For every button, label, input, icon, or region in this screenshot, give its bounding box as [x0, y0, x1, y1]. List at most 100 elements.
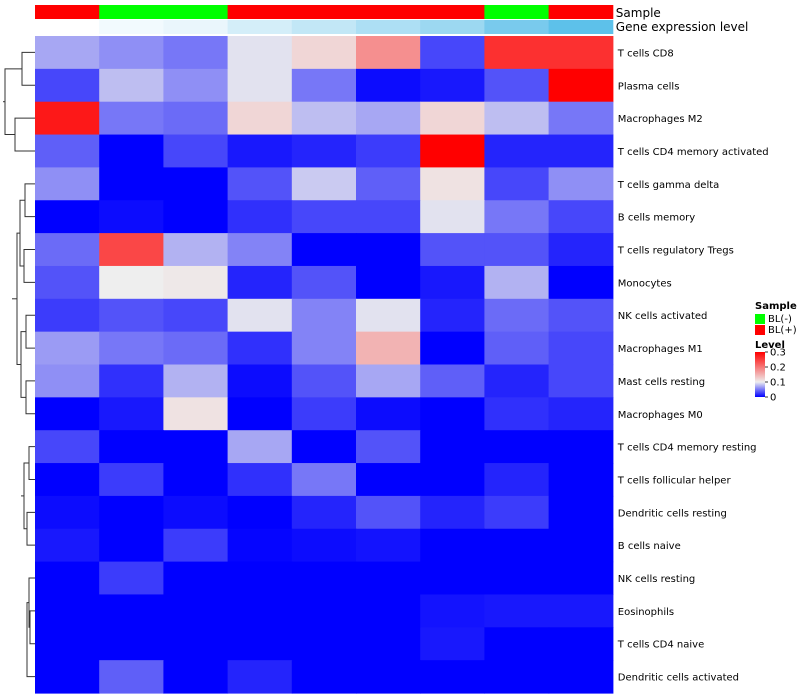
heatmap-cell [356, 265, 421, 300]
heatmap-cell [356, 660, 421, 694]
heatmap-cell [99, 397, 164, 431]
legend-sample-label: BL(+) [768, 325, 797, 336]
heatmap-cell [99, 200, 164, 234]
heatmap-cell [35, 134, 100, 168]
heatmap-cell [291, 463, 357, 497]
heatmap-cell [163, 200, 229, 234]
heatmap-cell [484, 101, 550, 136]
heatmap-cell [420, 364, 485, 398]
legend-sample-items: BL(-)BL(+) [755, 314, 797, 336]
heatmap-cell [163, 364, 229, 398]
legend-sample-swatch [755, 314, 765, 324]
legend-tick-label: 0.1 [770, 378, 786, 389]
heatmap-cell [420, 298, 485, 333]
heatmap-cell [548, 36, 614, 70]
heatmap-cell [484, 298, 550, 333]
heatmap-cell [356, 36, 421, 70]
row-label: Dendritic cells resting [618, 508, 727, 519]
heatmap-cell [163, 167, 229, 201]
dendrogram-branch [24, 183, 35, 218]
heatmap-cell [356, 463, 421, 497]
sample-annotation-cell [99, 5, 164, 19]
heatmap-cell [548, 561, 614, 596]
expression-annotation-cell [163, 20, 229, 34]
heatmap-cell [548, 397, 614, 431]
heatmap-cell [291, 660, 357, 694]
heatmap-cell [291, 528, 357, 563]
heatmap-cell [227, 36, 293, 70]
heatmap-cell [291, 68, 357, 103]
heatmap-cell [99, 265, 164, 300]
legend-level-gradient [755, 352, 765, 397]
row-label: Macrophages M0 [618, 410, 703, 421]
heatmap-cell [35, 627, 100, 661]
heatmap-cell [99, 594, 164, 628]
heatmap-cell [99, 331, 164, 366]
heatmap-cell [163, 660, 229, 694]
heatmap-cell [548, 463, 614, 497]
row-dendrogram [3, 51, 35, 678]
heatmap-cell [356, 233, 421, 267]
heatmap-cell [356, 397, 421, 431]
heatmap-cell [356, 561, 421, 596]
heatmap-cell [291, 397, 357, 431]
heatmap-cell [291, 331, 357, 366]
heatmap-cell [99, 430, 164, 464]
heatmap-cell [163, 397, 229, 431]
heatmap-cell [484, 495, 550, 530]
heatmap-cell [291, 36, 357, 70]
heatmap-cell [548, 68, 614, 103]
heatmap-cell [227, 397, 293, 431]
heatmap-cell [484, 200, 550, 234]
row-label: B cells memory [618, 213, 695, 224]
row-label: T cells CD4 memory activated [617, 147, 769, 158]
heatmap-cell [99, 36, 164, 70]
heatmap-cell [548, 101, 614, 136]
heatmap-cell [163, 233, 229, 267]
dendrogram-branch [4, 68, 22, 136]
heatmap-cell [35, 200, 100, 234]
heatmap-cell [35, 167, 100, 201]
row-label: Monocytes [618, 278, 672, 289]
expression-annotation-cell [548, 20, 614, 34]
dendrogram-branch [26, 602, 35, 678]
sample-annotation-cell [548, 5, 614, 19]
heatmap-cell [163, 528, 229, 563]
heatmap-cell [484, 561, 550, 596]
heatmap-cell [548, 430, 614, 464]
heatmap-cell [484, 660, 550, 694]
heatmap-cell [484, 134, 550, 168]
row-label: Mast cells resting [618, 377, 705, 388]
heatmap-cell [227, 200, 293, 234]
heatmap-cell [227, 68, 293, 103]
dendrogram-branch [28, 446, 35, 480]
heatmap-cell [99, 528, 164, 563]
heatmap-cell [227, 495, 293, 530]
heatmap-cell [35, 68, 100, 103]
heatmap-cell [420, 495, 485, 530]
heatmap-cell [35, 101, 100, 136]
heatmap-cell [35, 265, 100, 300]
heatmap-cell [484, 528, 550, 563]
dendrogram-branch [25, 314, 35, 349]
heatmap-cell [99, 561, 164, 596]
heatmap-cell [548, 495, 614, 530]
heatmap-cell [356, 430, 421, 464]
heatmap-cell [35, 528, 100, 563]
heatmap-cell [35, 594, 100, 628]
dendrogram-branch [23, 249, 35, 283]
heatmap-cell [163, 265, 229, 300]
expression-annotation-cell [420, 20, 485, 34]
heatmap-cell [291, 430, 357, 464]
heatmap-cell [420, 134, 485, 168]
heatmap-cell [484, 233, 550, 267]
heatmap-cell [35, 298, 100, 333]
dendrogram-branch [25, 380, 35, 415]
heatmap-cell [227, 528, 293, 563]
heatmap-cell [356, 200, 421, 234]
heatmap-cell [227, 265, 293, 300]
row-label: T cells regulatory Tregs [617, 246, 734, 257]
heatmap-cell [484, 265, 550, 300]
heatmap-cell [35, 495, 100, 530]
